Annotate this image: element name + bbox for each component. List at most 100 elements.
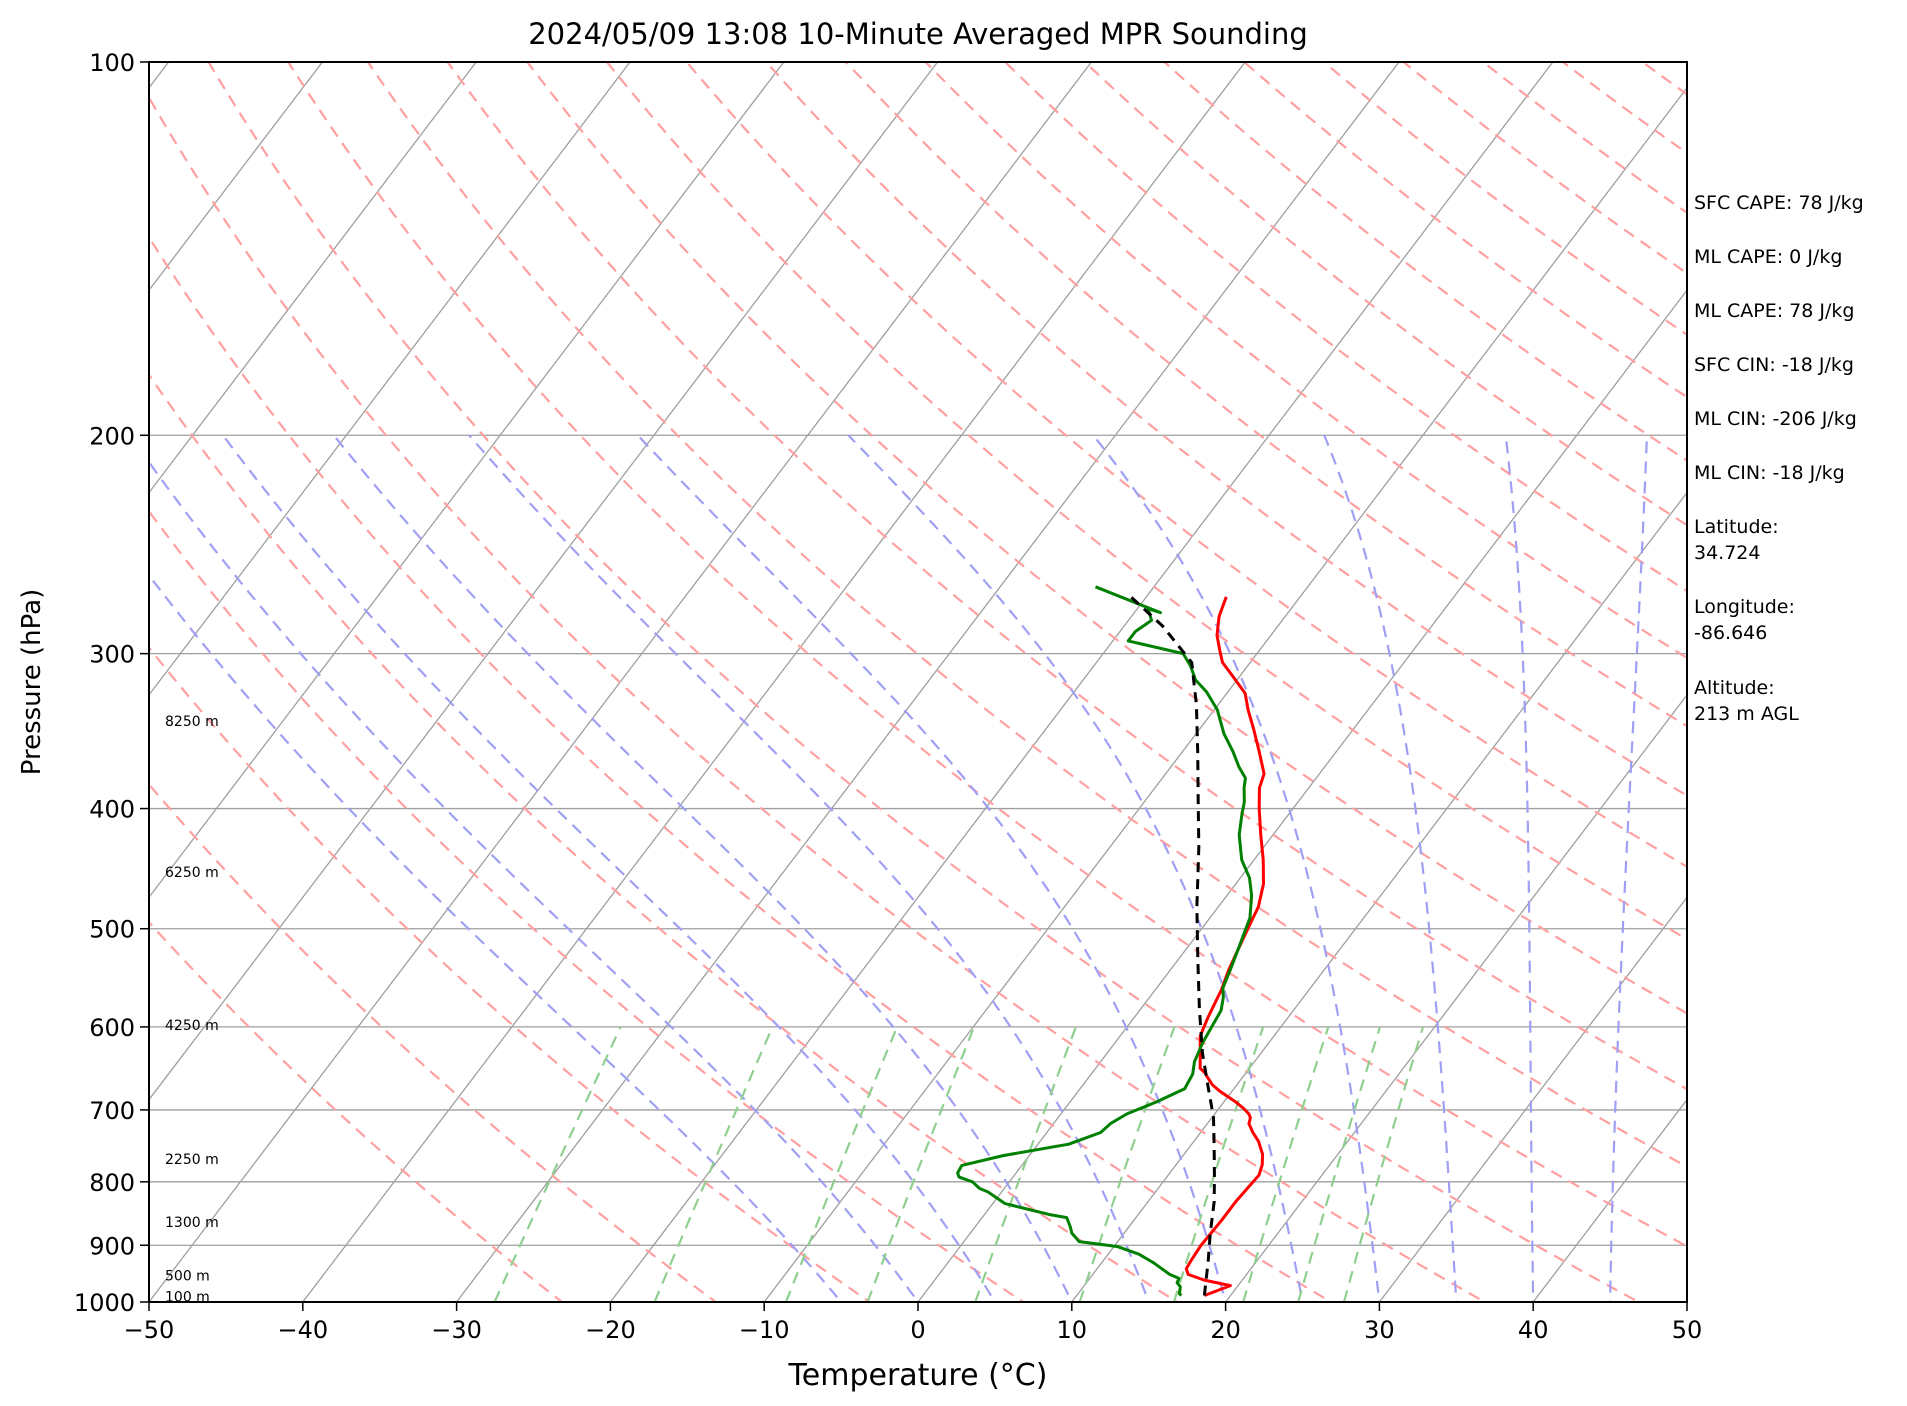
isotherm-line (609, 62, 1554, 1302)
height-label: 100 m (165, 1290, 210, 1306)
stat-longitude: Longitude: -86.646 (1694, 596, 1795, 644)
y-tick-label: 900 (89, 1232, 135, 1260)
moist-adiabat-line (332, 434, 1074, 1302)
moist-adiabat-line (1323, 434, 1458, 1302)
x-tick-label: 30 (1364, 1316, 1395, 1344)
isotherm-line (455, 62, 1400, 1302)
x-tick-label: −30 (431, 1316, 482, 1344)
isotherm-line (1070, 491, 1687, 1302)
isotherm-line (149, 62, 324, 292)
height-label: 500 m (165, 1269, 210, 1285)
chart-title: 2024/05/09 13:08 10-Minute Averaged MPR … (528, 17, 1308, 51)
y-tick-label: 1000 (74, 1289, 135, 1317)
dry-adiabat-line (525, 62, 1687, 1015)
moist-adiabat-line (149, 573, 843, 1302)
stat-ml-cin-1: ML CIN: -206 J/kg (1694, 408, 1857, 430)
mixing-ratio-line (493, 1026, 622, 1302)
mixing-ratio-line (1297, 1026, 1382, 1302)
dry-adiabat-line (844, 62, 1687, 728)
dry-adiabat-line (446, 62, 1687, 1091)
dry-adiabat-line (149, 509, 1026, 1302)
x-tick-label: 40 (1518, 1316, 1549, 1344)
dry-adiabat-line (1401, 62, 1687, 275)
x-axis-ticks: −50 −40 −30 −20 −10 0 10 20 30 40 50 (124, 1302, 1703, 1344)
y-axis-ticks: 100 200 300 400 500 600 700 800 900 1000 (74, 49, 149, 1317)
isotherm-line (1532, 1098, 1687, 1302)
height-label: 1300 m (165, 1215, 219, 1231)
dry-adiabat-line (1242, 62, 1687, 399)
isotherm-line (149, 62, 785, 899)
y-tick-label: 500 (89, 916, 135, 944)
moist-adiabat-line (1092, 434, 1381, 1302)
y-tick-label: 600 (89, 1014, 135, 1042)
y-tick-label: 100 (89, 49, 135, 77)
isotherm-line (917, 289, 1687, 1302)
x-tick-label: −50 (124, 1316, 175, 1344)
mixing-ratio-line (1172, 1026, 1265, 1302)
isotherm-line (301, 62, 1247, 1302)
height-label: 4250 m (165, 1018, 219, 1034)
mixing-ratio-line (1078, 1026, 1176, 1302)
height-label: 2250 m (165, 1152, 219, 1168)
dry-adiabat-line (1481, 62, 1687, 215)
stat-ml-cin-2: ML CIN: -18 J/kg (1694, 462, 1845, 484)
dry-adiabat-line (366, 62, 1687, 1169)
dry-adiabat-line (605, 62, 1687, 941)
y-tick-label: 200 (89, 422, 135, 450)
isotherm-line (1378, 896, 1687, 1302)
height-label: 8250 m (165, 714, 219, 730)
height-labels: 8250 m 6250 m 4250 m 2250 m 1300 m 500 m 100 m (165, 714, 219, 1306)
x-tick-label: −10 (739, 1316, 790, 1344)
moist-adiabat-line (468, 434, 1150, 1302)
x-tick-label: −40 (277, 1316, 328, 1344)
mixing-ratio-line (1342, 1026, 1425, 1302)
stat-sfc-cape: SFC CAPE: 78 J/kg (1694, 192, 1864, 214)
moist-adiabat-line (1504, 435, 1535, 1302)
dry-adiabat-line (149, 920, 564, 1302)
moist-adiabat-line (149, 460, 920, 1302)
isotherm-line (149, 62, 1093, 1302)
mixing-ratio-line (1242, 1026, 1330, 1302)
mixing-ratio-line (866, 1026, 976, 1302)
y-tick-label: 800 (89, 1169, 135, 1197)
mixing-ratio-line (974, 1026, 1077, 1302)
y-tick-label: 300 (89, 641, 135, 669)
mixing-ratio-line (784, 1026, 899, 1302)
dry-adiabat-line (924, 62, 1687, 660)
stat-latitude: Latitude: 34.724 (1694, 516, 1779, 564)
moist-adiabat-line (636, 434, 1227, 1302)
dewpoint-trace (956, 585, 1254, 1297)
isotherm-line (149, 62, 478, 494)
x-tick-label: 50 (1672, 1316, 1703, 1344)
x-tick-label: 0 (910, 1316, 925, 1344)
dry-adiabat-line (207, 62, 1641, 1302)
y-tick-label: 700 (89, 1097, 135, 1125)
dry-adiabat-line (149, 782, 718, 1302)
x-axis-label: Temperature (°C) (788, 1358, 1048, 1393)
sounding-traces (956, 585, 1266, 1297)
moist-adiabat-line (222, 434, 997, 1302)
parcel-profile-trace (1129, 595, 1216, 1296)
stat-sfc-cin: SFC CIN: -18 J/kg (1694, 354, 1854, 376)
isotherm-line (149, 62, 939, 1101)
dry-adiabat-line (149, 645, 872, 1302)
moist-adiabat-line (1608, 435, 1649, 1302)
isotherm-line (1224, 693, 1687, 1302)
mixing-ratio-line (653, 1026, 774, 1302)
dry-adiabat-line (1322, 62, 1687, 336)
reference-lines (149, 62, 1687, 1302)
dry-adiabat-line (149, 95, 1487, 1302)
x-tick-label: 10 (1057, 1316, 1088, 1344)
dry-adiabat-line (149, 235, 1334, 1302)
dry-adiabat-line (286, 62, 1687, 1248)
y-axis-label: Pressure (hPa) (17, 589, 47, 776)
stat-ml-cape-2: ML CAPE: 78 J/kg (1694, 300, 1855, 322)
stat-altitude: Altitude: 213 m AGL (1694, 677, 1799, 725)
x-tick-label: 20 (1210, 1316, 1241, 1344)
height-label: 6250 m (165, 865, 219, 881)
y-tick-label: 400 (89, 796, 135, 824)
dry-adiabat-line (149, 373, 1180, 1302)
x-tick-label: −20 (585, 1316, 636, 1344)
stat-ml-cape-1: ML CAPE: 0 J/kg (1694, 246, 1843, 268)
